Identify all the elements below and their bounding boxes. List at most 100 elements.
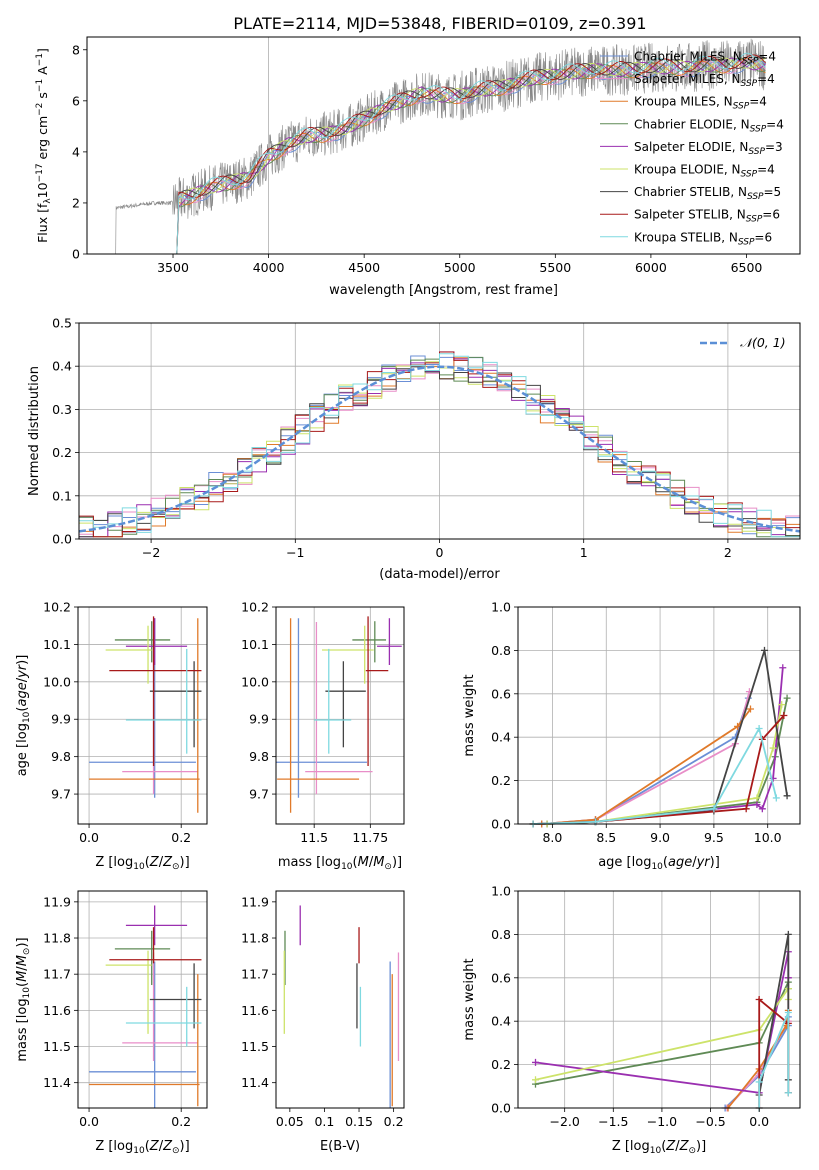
series-marker-chabrier-stelib — [760, 646, 768, 654]
y-tick-label: 0.1 — [52, 488, 72, 503]
x-axis-label: Z [log10(Z/Z⊙)] — [612, 1139, 706, 1156]
x-tick-label: 0.15 — [345, 1114, 373, 1129]
series-line-kroupa-stelib — [758, 1012, 790, 1108]
axes-mass-vs-Z: 0.0 0.2 11.4 11.5 11.6 11.7 11.8 11.9 Z [log10(Z… — [15, 890, 208, 1156]
y-axis-label: mass weight — [462, 958, 477, 1040]
x-tick-label: 0.0 — [79, 1114, 99, 1129]
x-tick-label: −0.5 — [695, 1114, 725, 1129]
y-tick-label: 9.8 — [249, 749, 269, 764]
y-tick-label: 6 — [72, 93, 80, 108]
model-line-chabrier-stelib — [176, 56, 766, 254]
normal-curve-line — [78, 365, 801, 533]
series-marker-kroupa-miles — [746, 705, 754, 713]
y-tick-label: 2 — [72, 195, 80, 210]
axes-frame — [86, 36, 801, 255]
plot-layer: 3500 4000 4500 5000 5500 6000 6500 0 2 4 6 8 Chabrie… — [15, 36, 801, 1156]
series-marker-chabrier-stelib — [783, 792, 791, 800]
x-tick-label: −1 — [286, 545, 304, 560]
y-tick-label: 0.0 — [491, 1101, 511, 1116]
series-marker-kroupa-elodie — [778, 701, 786, 709]
legend-label-salpeter-stelib: Salpeter STELIB, NSSP=6 — [634, 208, 780, 225]
y-tick-label: 0.0 — [491, 817, 511, 832]
legend-label-chabrier-miles: Chabrier MILES, NSSP=4 — [634, 50, 776, 67]
y-tick-label: 0.8 — [491, 643, 511, 658]
y-tick-label: 9.7 — [249, 787, 269, 802]
y-tick-label: 0.0 — [52, 532, 72, 547]
y-axis-label: Flux [fλ10−17 erg cm−2 s−1 A−1] — [35, 48, 53, 243]
y-tick-label: 0.6 — [491, 686, 511, 701]
x-axis-label: Z [log10(Z/Z⊙)] — [95, 855, 189, 872]
axes-spectrum: 3500 4000 4500 5000 5500 6000 6500 0 2 4 6 8 Chabrie… — [35, 36, 801, 298]
series-marker-salpeter-elodie — [779, 664, 787, 672]
y-tick-label: 1.0 — [491, 884, 511, 899]
y-tick-label: 0.4 — [491, 1014, 511, 1029]
series-marker-salpeter-elodie — [532, 1058, 540, 1066]
y-tick-label: 11.4 — [43, 1075, 71, 1090]
series-marker-kroupa-elodie — [753, 794, 761, 802]
series-marker-salpeter-stelib — [742, 805, 750, 813]
series-marker-chabrier-elodie — [783, 694, 791, 702]
y-tick-label: 10.1 — [241, 637, 269, 652]
y-tick-label: 10.2 — [43, 600, 71, 615]
x-tick-label: 11.75 — [352, 830, 388, 845]
x-axis-label: E(B-V) — [320, 1139, 360, 1154]
y-tick-label: 0.2 — [491, 1057, 511, 1072]
x-tick-label: 0.0 — [79, 830, 99, 845]
x-tick-label: 0.2 — [384, 1114, 404, 1129]
series-marker-salpeter-stelib — [780, 712, 788, 719]
x-tick-label: 0.05 — [276, 1114, 304, 1129]
y-tick-label: 4 — [72, 144, 80, 159]
x-tick-label: −1.0 — [647, 1114, 677, 1129]
series-marker-kroupa-stelib — [784, 1009, 792, 1017]
y-tick-label: 0.2 — [491, 773, 511, 788]
y-tick-label: 11.8 — [43, 931, 71, 946]
series-marker-kroupa-stelib — [710, 805, 718, 813]
y-tick-label: 11.9 — [43, 894, 71, 909]
axes-weight-vs-age: 8.0 8.5 9.0 9.5 10.0 0.0 0.2 0.4 0.6 0.8 1.0 age [l… — [462, 600, 801, 872]
y-tick-label: 10.0 — [241, 674, 269, 689]
x-tick-label: 0.2 — [171, 1114, 191, 1129]
model-line-salpeter-elodie — [176, 57, 766, 254]
y-tick-label: 9.7 — [51, 787, 71, 802]
axes-frame — [517, 606, 801, 825]
legend-label-kroupa-stelib: Kroupa STELIB, NSSP=6 — [634, 230, 772, 247]
x-axis-label: mass [log10(M/M⊙)] — [278, 855, 402, 872]
x-tick-label: 2 — [724, 545, 732, 560]
axes-frame — [275, 890, 405, 1109]
series-marker-salpeter-elodie — [753, 800, 761, 808]
spectrum-legend: Chabrier MILES, NSSP=4 Salpeter MILES, NS… — [600, 50, 784, 247]
y-tick-label: 9.8 — [51, 749, 71, 764]
x-tick-label: 1 — [580, 545, 588, 560]
y-tick-label: 0.8 — [491, 927, 511, 942]
y-tick-label: 9.9 — [51, 712, 71, 727]
y-tick-label: 11.4 — [241, 1075, 269, 1090]
model-line-kroupa-stelib — [176, 52, 766, 254]
y-tick-label: 11.8 — [241, 931, 269, 946]
x-axis-label: wavelength [Angstrom, rest frame] — [329, 283, 558, 298]
legend-label-chabrier-stelib: Chabrier STELIB, NSSP=5 — [634, 185, 781, 202]
x-tick-label: 0.2 — [171, 830, 191, 845]
axes-age-vs-Z: 0.0 0.2 9.7 9.8 9.9 10.0 10.1 10.2 Z [log10(Z/Z⊙… — [15, 600, 208, 872]
x-axis-label: age [log10(age/yr)] — [598, 855, 720, 872]
y-tick-label: 10.2 — [241, 600, 269, 615]
y-tick-label: 0.3 — [52, 402, 72, 417]
legend-label-chabrier-elodie: Chabrier ELODIE, NSSP=4 — [634, 117, 784, 134]
x-tick-label: 11.5 — [300, 830, 328, 845]
series-marker-salpeter-elodie — [758, 805, 766, 813]
y-tick-label: 11.6 — [241, 1003, 269, 1018]
model-line-salpeter-stelib — [176, 54, 766, 254]
x-tick-label: 0.0 — [749, 1114, 769, 1129]
axes-mass-vs-EBV: 0.05 0.1 0.15 0.2 11.4 11.5 11.6 11.7 11.8 11.9 E(… — [241, 890, 405, 1154]
series-marker-salpeter-stelib — [755, 996, 763, 1003]
x-tick-label: 3500 — [157, 260, 189, 275]
y-tick-label: 11.9 — [241, 894, 269, 909]
series-marker-kroupa-stelib — [755, 1078, 763, 1086]
model-line-salpeter-miles — [176, 58, 766, 254]
histogram-kroupa-stelib — [79, 353, 800, 538]
x-axis-label: (data-model)/error — [379, 567, 500, 582]
legend-label-salpeter-elodie: Salpeter ELODIE, NSSP=3 — [634, 140, 783, 157]
y-tick-label: 9.9 — [249, 712, 269, 727]
x-tick-label: 9.0 — [650, 830, 670, 845]
series-marker-kroupa-elodie — [769, 744, 777, 752]
